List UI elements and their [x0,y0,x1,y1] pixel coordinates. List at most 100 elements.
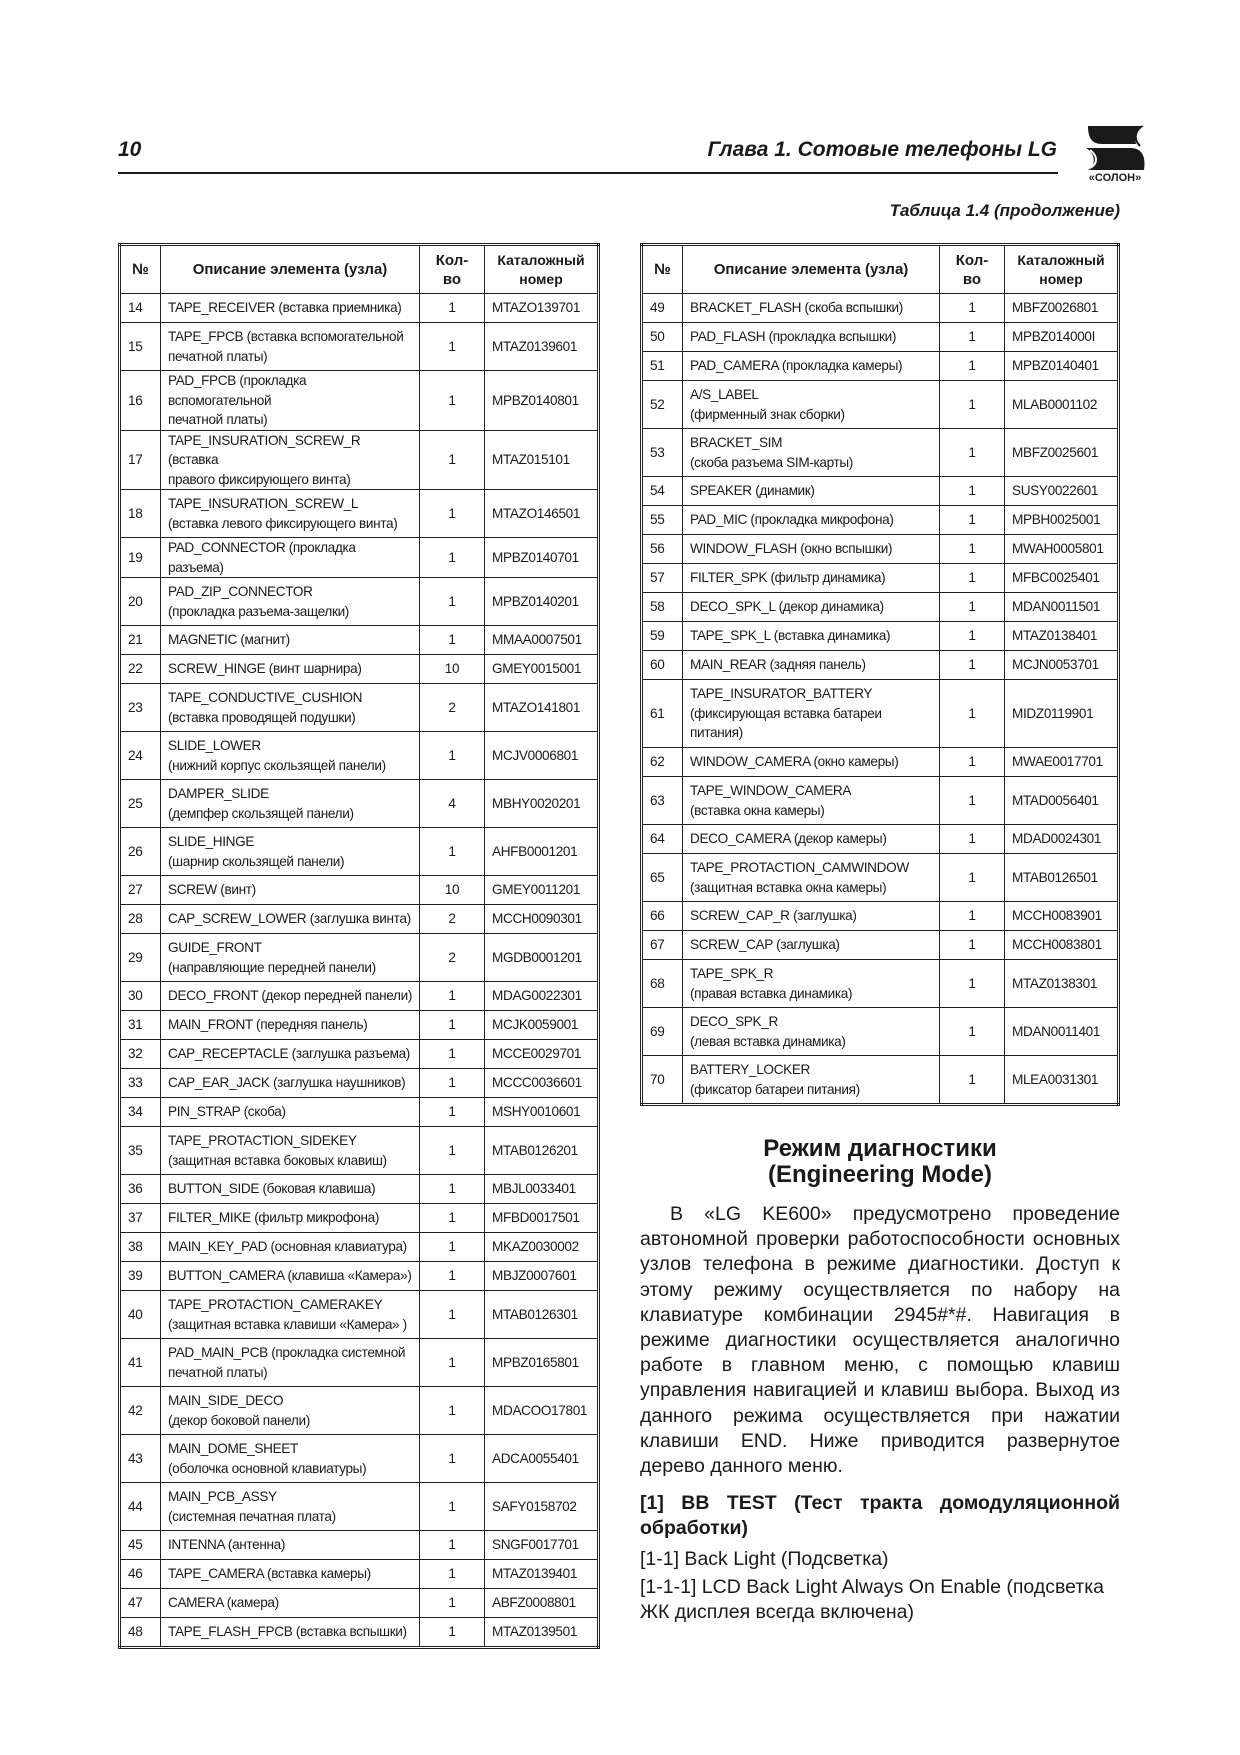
cell-number: 32 [119,1039,161,1069]
cell-quantity: 1 [939,1007,1005,1056]
cell-catalog-number: MPBZ0140801 [484,370,599,431]
cell-quantity: 1 [419,1559,485,1589]
cell-quantity: 1 [419,1482,485,1531]
cell-catalog-number: MPBZ0140701 [484,537,599,578]
cell-quantity: 1 [419,1068,485,1098]
table-row: 40 TAPE_PROTACTION_CAMERAKEY (защитная вс… [119,1290,599,1339]
col-header-description: Описание элемента (узла) [682,244,940,294]
cell-catalog-number: MTAZ015101 [484,429,599,490]
engineering-mode-section: Режим диагностики (Engineering Mode) В «… [640,1136,1120,1628]
cell-description: TAPE_WINDOW_CAMERA (вставка окна камеры) [682,776,940,825]
cell-number: 35 [119,1126,161,1175]
cell-quantity: 1 [419,731,485,780]
cell-description: CAP_EAR_JACK (заглушка наушников) [160,1068,420,1098]
cell-quantity: 1 [939,380,1005,429]
publisher-logo [1086,125,1145,170]
cell-number: 50 [641,322,683,352]
table-row: 61 TAPE_INSURATOR_BATTERY (фиксирующая вс… [641,679,1119,748]
cell-description: PAD_MIC (прокладка микрофона) [682,505,940,535]
cell-number: 41 [119,1338,161,1387]
cell-description: WINDOW_CAMERA (окно камеры) [682,747,940,777]
col-header-number: № [641,244,683,294]
table-row: 50 PAD_FLASH (прокладка вспышки) 1 MPBZ0140… [641,322,1119,352]
cell-number: 22 [119,654,161,684]
cell-catalog-number: MSHY0010601 [484,1097,599,1127]
table-row: 36 BUTTON_SIDE (боковая клавиша) 1 MBJL0033… [119,1174,599,1204]
cell-catalog-number: ADCA0055401 [484,1434,599,1483]
cell-description: MAIN_PCB_ASSY (системная печатная плата) [160,1482,420,1531]
cell-description: TAPE_INSURATION_SCREW_L (вставка левого … [160,489,420,538]
cell-description: BUTTON_CAMERA (клавиша «Камера») [160,1261,420,1291]
table-row: 22 SCREW_HINGE (винт шарнира) 10 GMEY001500… [119,654,599,684]
cell-number: 47 [119,1588,161,1618]
col-header-quantity: Кол-во [419,244,485,294]
cell-number: 43 [119,1434,161,1483]
cell-catalog-number: MFBC0025401 [1004,563,1119,593]
cell-number: 34 [119,1097,161,1127]
table-row: 25 DAMPER_SLIDE (демпфер скользящей панел… [119,779,599,828]
cell-number: 36 [119,1174,161,1204]
cell-number: 62 [641,747,683,777]
chapter-title: Глава 1. Сотовые телефоны LG [707,138,1057,161]
cell-number: 61 [641,679,683,748]
cell-catalog-number: MPBZ014000I [1004,322,1119,352]
table-row: 67 SCREW_CAP (заглушка) 1 MCCH0083801 [641,930,1119,960]
cell-number: 63 [641,776,683,825]
cell-quantity: 1 [419,577,485,626]
cell-number: 31 [119,1010,161,1040]
cell-description: SCREW_HINGE (винт шарнира) [160,654,420,684]
cell-catalog-number: MTAB0126201 [484,1126,599,1175]
col-header-catalog: Каталожный номер [1004,244,1119,294]
cell-quantity: 1 [419,827,485,876]
col-header-description: Описание элемента (узла) [160,244,420,294]
cell-description: SPEAKER (динамик) [682,476,940,506]
cell-description: PAD_FPCB (прокладка вспомогательной печа… [160,370,420,431]
cell-catalog-number: MLAB0001102 [1004,380,1119,429]
table-row: 29 GUIDE_FRONT (направляющие передней пан… [119,933,599,982]
cell-number: 38 [119,1232,161,1262]
cell-number: 25 [119,779,161,828]
parts-table-right: № Описание элемента (узла) Кол-во Катало… [640,243,1120,1106]
cell-catalog-number: MDAD0024301 [1004,824,1119,854]
cell-number: 23 [119,683,161,732]
cell-catalog-number: MTAD0056401 [1004,776,1119,825]
table-row: 17 TAPE_INSURATION_SCREW_R (вставка право… [119,429,599,490]
table-row: 26 SLIDE_HINGE (шарнир скользящей панели)… [119,827,599,876]
cell-quantity: 1 [419,1097,485,1127]
cell-quantity: 1 [419,322,485,371]
cell-catalog-number: SUSY0022601 [1004,476,1119,506]
cell-description: GUIDE_FRONT (направляющие передней панел… [160,933,420,982]
cell-quantity: 1 [419,1434,485,1483]
cell-catalog-number: MPBH0025001 [1004,505,1119,535]
cell-catalog-number: MFBD0017501 [484,1203,599,1233]
cell-quantity: 1 [419,293,485,323]
cell-description: TAPE_PROTACTION_SIDEKEY (защитная вставк… [160,1126,420,1175]
cell-number: 14 [119,293,161,323]
cell-quantity: 2 [419,933,485,982]
cell-catalog-number: MTAZ0139601 [484,322,599,371]
cell-quantity: 1 [939,650,1005,680]
cell-number: 18 [119,489,161,538]
table-row: 58 DECO_SPK_L (декор динамика) 1 MDAN001150… [641,592,1119,622]
table-row: 55 PAD_MIC (прокладка микрофона) 1 MPBH0025… [641,505,1119,535]
cell-quantity: 1 [419,1530,485,1560]
cell-quantity: 1 [419,1290,485,1339]
col-header-catalog: Каталожный номер [484,244,599,294]
table-row: 44 MAIN_PCB_ASSY (системная печатная плат… [119,1482,599,1531]
table-row: 51 PAD_CAMERA (прокладка камеры) 1 MPBZ0140… [641,351,1119,381]
section-title-line2: (Engineering Mode) [768,1161,992,1188]
cell-description: PAD_MAIN_PCB (прокладка системной печатн… [160,1338,420,1387]
cell-number: 19 [119,537,161,578]
cell-quantity: 1 [419,1203,485,1233]
cell-catalog-number: MWAE0017701 [1004,747,1119,777]
cell-description: TAPE_INSURATOR_BATTERY (фиксирующая вста… [682,679,940,748]
section-title: Режим диагностики (Engineering Mode) [640,1136,1120,1188]
cell-number: 44 [119,1482,161,1531]
table-row: 20 PAD_ZIP_CONNECTOR (прокладка разъема-з… [119,577,599,626]
cell-catalog-number: MCCH0083801 [1004,930,1119,960]
table-row: 60 MAIN_REAR (задняя панель) 1 MCJN0053701 [641,650,1119,680]
cell-quantity: 1 [419,1338,485,1387]
cell-number: 51 [641,351,683,381]
table-row: 32 CAP_RECEPTACLE (заглушка разъема) 1 MCCE… [119,1039,599,1069]
table-caption: Таблица 1.4 (продолжение) [889,201,1120,220]
